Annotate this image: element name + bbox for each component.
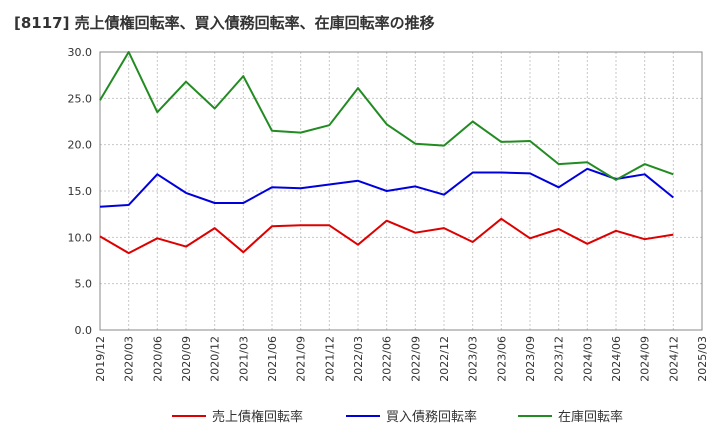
y-tick-label: 10.0 xyxy=(68,231,93,244)
chart-title: [8117] 売上債権回転率、買入債務回転率、在庫回転率の推移 xyxy=(14,14,435,32)
series-line-0 xyxy=(99,217,674,255)
x-tick-label: 2020/06 xyxy=(151,336,164,382)
x-tick-label: 2020/03 xyxy=(123,336,136,382)
x-tick-label: 2023/03 xyxy=(467,336,480,382)
x-tick-label: 2023/09 xyxy=(524,336,537,382)
x-tick-label: 2024/09 xyxy=(639,336,652,382)
y-tick-label: 30.0 xyxy=(68,46,93,59)
y-tick-label: 0.0 xyxy=(75,324,93,337)
x-tick-label: 2021/06 xyxy=(266,336,279,382)
x-tick-label: 2022/03 xyxy=(352,336,365,382)
x-tick-label: 2021/12 xyxy=(323,336,336,382)
x-tick-label: 2024/03 xyxy=(581,336,594,382)
y-tick-label: 15.0 xyxy=(68,185,93,198)
x-tick-label: 2019/12 xyxy=(94,336,107,382)
x-tick-label: 2024/12 xyxy=(667,336,680,382)
series-line-2 xyxy=(99,51,674,181)
x-tick-label: 2023/12 xyxy=(553,336,566,382)
x-tick-label: 2021/09 xyxy=(295,336,308,382)
x-tick-label: 2022/09 xyxy=(409,336,422,382)
x-tick-label: 2024/06 xyxy=(610,336,623,382)
plot-area-frame xyxy=(99,51,703,331)
legend-label-2: 在庫回転率 xyxy=(558,409,623,425)
x-tick-label: 2020/09 xyxy=(180,336,193,382)
legend-label-1: 買入債務回転率 xyxy=(386,409,477,425)
y-tick-label: 5.0 xyxy=(75,278,93,291)
x-tick-label: 2020/12 xyxy=(209,336,222,382)
legend-label-0: 売上債権回転率 xyxy=(212,409,303,425)
x-tick-label: 2021/03 xyxy=(237,336,250,382)
x-tick-label: 2022/06 xyxy=(381,336,394,382)
x-tick-label: 2025/03 xyxy=(696,336,709,382)
x-tick-label: 2022/12 xyxy=(438,336,451,382)
y-tick-label: 25.0 xyxy=(68,92,93,105)
series-line-1 xyxy=(99,167,674,208)
y-tick-label: 20.0 xyxy=(68,139,93,152)
x-tick-label: 2023/06 xyxy=(495,336,508,382)
